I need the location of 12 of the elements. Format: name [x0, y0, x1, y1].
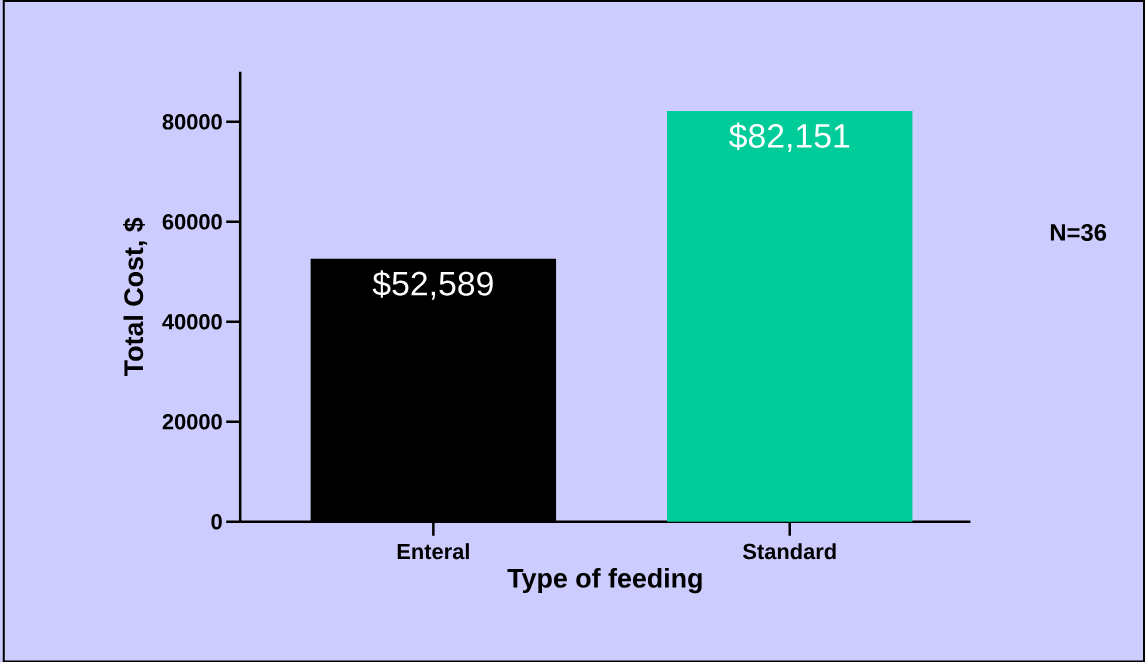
data-label: $52,589 [372, 270, 493, 300]
data-label: $82,151 [729, 122, 850, 152]
text: N=36 [1050, 223, 1107, 241]
y-tick-label: 0 [211, 513, 222, 530]
y-tick-label: 80000 [162, 113, 222, 130]
y-tick-label: 20000 [162, 413, 222, 430]
y-tick-label: 60000 [162, 213, 222, 230]
x-tick-label: Standard [742, 543, 836, 560]
x-tick-label: Enteral [397, 543, 469, 560]
y-tick-label: 40000 [162, 313, 222, 330]
x-axis-title: Type of feeding [507, 567, 702, 594]
y-axis-title: Total Cost, $ [123, 217, 148, 376]
